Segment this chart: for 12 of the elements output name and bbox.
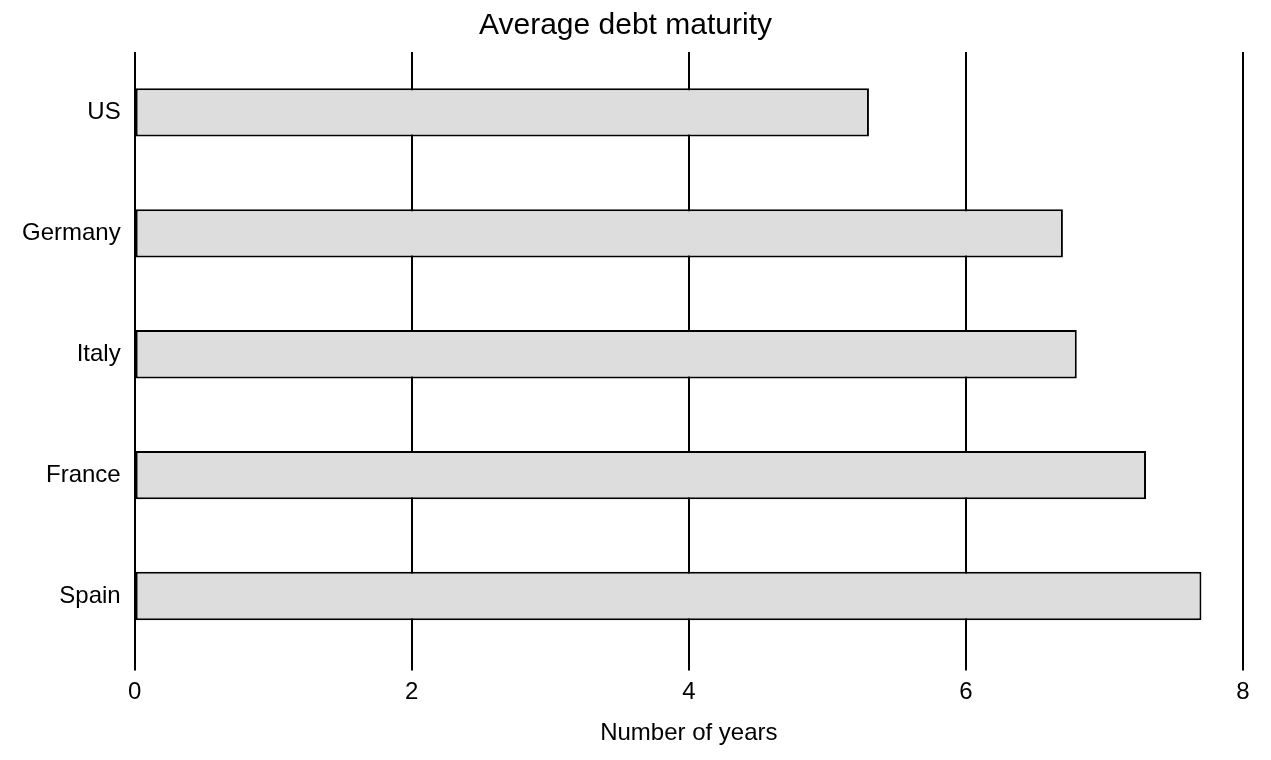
x-axis-title: Number of years bbox=[600, 718, 778, 746]
y-tick-label: Germany bbox=[21, 217, 121, 245]
x-tick-label: 4 bbox=[682, 677, 696, 705]
x-tick-label: 2 bbox=[405, 677, 419, 705]
y-tick-label: US bbox=[87, 97, 121, 125]
chart-title: Average debt maturity bbox=[479, 7, 772, 41]
y-tick-label: France bbox=[45, 459, 121, 487]
x-tick-label: 0 bbox=[128, 677, 142, 705]
x-tick-label: 6 bbox=[959, 677, 973, 705]
y-tick-label: Spain bbox=[59, 580, 121, 608]
x-tick-label: 8 bbox=[1236, 677, 1250, 705]
y-tick-label: Italy bbox=[76, 338, 121, 366]
